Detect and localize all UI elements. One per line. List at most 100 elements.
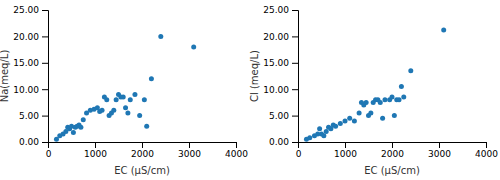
- axis-line: [49, 143, 237, 149]
- tick-label: 15.00: [13, 58, 39, 68]
- point: [71, 130, 76, 135]
- point: [158, 34, 163, 39]
- tick-label: 4000: [225, 149, 248, 159]
- y-axis: 0.00 5.00 10.00 15.00 20.00 25.00: [263, 5, 298, 147]
- tick-mark: [292, 142, 298, 143]
- axis-line: [42, 11, 49, 143]
- tick-mark: [42, 63, 48, 64]
- tick-mark: [95, 142, 96, 148]
- y-axis-title: Cl (meq/L): [249, 50, 260, 102]
- tick: 0.00: [19, 137, 48, 147]
- point: [357, 110, 362, 115]
- point: [317, 126, 322, 131]
- tick-mark: [292, 36, 298, 37]
- tick: 20.00: [13, 32, 48, 42]
- point: [144, 124, 149, 129]
- point: [132, 92, 137, 97]
- tick: 2000: [381, 142, 404, 159]
- tick: 25.00: [263, 5, 298, 15]
- tick-mark: [42, 116, 48, 117]
- panel: 010002000300040000.005.0010.0015.0020.00…: [249, 5, 498, 176]
- point: [397, 97, 402, 102]
- points: [304, 28, 446, 142]
- tick-label: 15.00: [263, 58, 289, 68]
- x-axis: 01000200030004000: [46, 142, 249, 159]
- tick-label: 3000: [178, 149, 201, 159]
- x-axis: 01000200030004000: [296, 142, 499, 159]
- point: [111, 108, 116, 113]
- tick: 4000: [225, 142, 248, 159]
- tick-label: 10.00: [263, 85, 289, 95]
- point: [390, 95, 395, 100]
- tick: 1000: [334, 142, 357, 159]
- tick-label: 0: [46, 149, 52, 159]
- tick-mark: [42, 142, 48, 143]
- tick: 3000: [428, 142, 451, 159]
- tick: 15.00: [263, 58, 298, 68]
- tick: 3000: [178, 142, 201, 159]
- point: [149, 76, 154, 81]
- point: [347, 116, 352, 121]
- tick: 20.00: [263, 32, 298, 42]
- tick-label: 1000: [84, 149, 107, 159]
- tick-label: 0.00: [269, 137, 289, 147]
- point: [401, 95, 406, 100]
- point: [368, 110, 373, 115]
- axis-line: [299, 143, 487, 149]
- tick: 25.00: [13, 5, 48, 15]
- point: [81, 117, 86, 122]
- tick-label: 3000: [428, 149, 451, 159]
- tick-mark: [292, 63, 298, 64]
- tick-label: 2000: [381, 149, 404, 159]
- point: [324, 129, 329, 134]
- point: [399, 84, 404, 89]
- point: [378, 100, 383, 105]
- panel: 010002000300040000.005.0010.0015.0020.00…: [0, 5, 248, 176]
- tick-label: 5.00: [269, 111, 289, 121]
- tick-mark: [345, 142, 346, 148]
- point: [343, 118, 348, 123]
- tick-label: 25.00: [13, 5, 39, 15]
- point: [121, 95, 126, 100]
- point: [142, 97, 147, 102]
- point: [123, 105, 128, 110]
- tick-label: 25.00: [263, 5, 289, 15]
- point: [128, 97, 133, 102]
- point: [114, 97, 119, 102]
- tick-mark: [42, 36, 48, 37]
- tick: 15.00: [13, 58, 48, 68]
- point: [364, 100, 369, 105]
- tick-label: 0.00: [19, 137, 39, 147]
- points: [54, 34, 196, 142]
- point: [380, 116, 385, 121]
- point: [392, 113, 397, 118]
- tick-mark: [292, 116, 298, 117]
- tick: 0.00: [269, 137, 298, 147]
- point: [100, 108, 105, 113]
- tick-label: 4000: [475, 149, 498, 159]
- point: [441, 28, 446, 33]
- point: [137, 113, 142, 118]
- tick-mark: [486, 142, 487, 148]
- tick-label: 10.00: [13, 85, 39, 95]
- tick-label: 1000: [334, 149, 357, 159]
- tick-label: 20.00: [263, 32, 289, 42]
- tick: 0: [46, 142, 52, 159]
- tick-mark: [292, 89, 298, 90]
- point: [352, 118, 357, 123]
- point: [408, 68, 413, 73]
- chart: 0 1000 2000 3000 4000 0.00 5.00 10.00 15.00 20.00…: [0, 0, 500, 180]
- tick-mark: [236, 142, 237, 148]
- point: [338, 121, 343, 126]
- point: [382, 97, 387, 102]
- point: [191, 44, 196, 49]
- x-axis-title: EC (μS/cm): [364, 165, 420, 176]
- y-axis-title: Na(meq/L): [0, 50, 10, 103]
- tick: 4000: [475, 142, 498, 159]
- axis-line: [292, 11, 299, 143]
- point: [78, 125, 83, 130]
- point: [321, 133, 326, 138]
- tick-mark: [392, 142, 393, 148]
- tick-mark: [42, 10, 48, 11]
- tick-mark: [189, 142, 190, 148]
